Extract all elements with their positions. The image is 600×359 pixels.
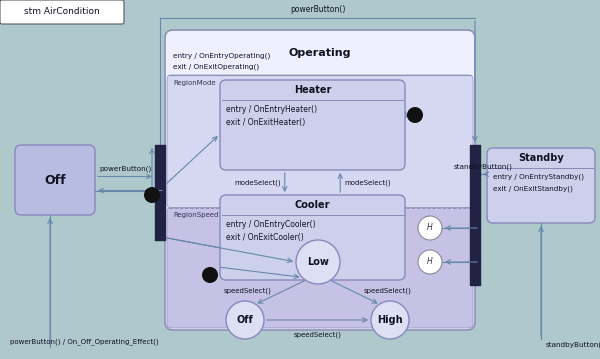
Text: speedSelect(): speedSelect()	[224, 288, 271, 294]
Text: standbyButton(): standbyButton()	[546, 341, 600, 348]
Text: RegionSpeed: RegionSpeed	[173, 211, 218, 218]
Text: Heater: Heater	[294, 85, 331, 95]
Text: exit / OnExitCooler(): exit / OnExitCooler()	[226, 233, 304, 242]
Text: entry / OnEntryStandby(): entry / OnEntryStandby()	[493, 173, 584, 180]
FancyBboxPatch shape	[15, 145, 95, 215]
Text: powerButton() / On_Off_Operating_Effect(): powerButton() / On_Off_Operating_Effect(…	[10, 338, 158, 345]
Text: standbyButton(): standbyButton()	[454, 164, 513, 170]
Circle shape	[296, 240, 340, 284]
Circle shape	[226, 301, 264, 339]
Text: Operating: Operating	[289, 47, 351, 57]
Text: Off: Off	[236, 315, 253, 325]
Circle shape	[144, 187, 160, 203]
Text: exit / OnExitOperating(): exit / OnExitOperating()	[173, 63, 259, 70]
Text: H: H	[427, 224, 433, 233]
FancyBboxPatch shape	[220, 195, 405, 280]
Text: Cooler: Cooler	[295, 200, 330, 210]
Text: Standby: Standby	[518, 153, 564, 163]
Text: entry / OnEntryCooler(): entry / OnEntryCooler()	[226, 220, 316, 229]
Text: RegionMode: RegionMode	[173, 80, 215, 86]
Text: speedSelect(): speedSelect()	[364, 288, 412, 294]
FancyBboxPatch shape	[487, 148, 595, 223]
Text: powerButton(): powerButton()	[290, 5, 345, 14]
FancyBboxPatch shape	[165, 30, 475, 330]
Text: exit / OnExitStandby(): exit / OnExitStandby()	[493, 186, 573, 192]
FancyBboxPatch shape	[220, 80, 405, 170]
Text: powerButton(): powerButton()	[99, 166, 151, 173]
Text: modeSelect(): modeSelect()	[344, 179, 391, 186]
FancyBboxPatch shape	[167, 208, 473, 328]
Text: modeSelect(): modeSelect()	[234, 179, 281, 186]
Text: entry / OnEntryHeater(): entry / OnEntryHeater()	[226, 105, 317, 114]
Circle shape	[202, 267, 218, 283]
Text: stm AirCondition: stm AirCondition	[24, 8, 100, 17]
Text: Off: Off	[44, 173, 66, 186]
Circle shape	[407, 107, 423, 123]
Circle shape	[418, 216, 442, 240]
Text: speedSelect(): speedSelect()	[293, 332, 341, 339]
Circle shape	[371, 301, 409, 339]
Text: H: H	[427, 257, 433, 266]
FancyBboxPatch shape	[0, 0, 124, 24]
Text: High: High	[377, 315, 403, 325]
Text: Low: Low	[307, 257, 329, 267]
Text: entry / OnEntryOperating(): entry / OnEntryOperating()	[173, 52, 270, 59]
FancyBboxPatch shape	[167, 75, 473, 208]
Circle shape	[418, 250, 442, 274]
Text: exit / OnExitHeater(): exit / OnExitHeater()	[226, 118, 305, 127]
